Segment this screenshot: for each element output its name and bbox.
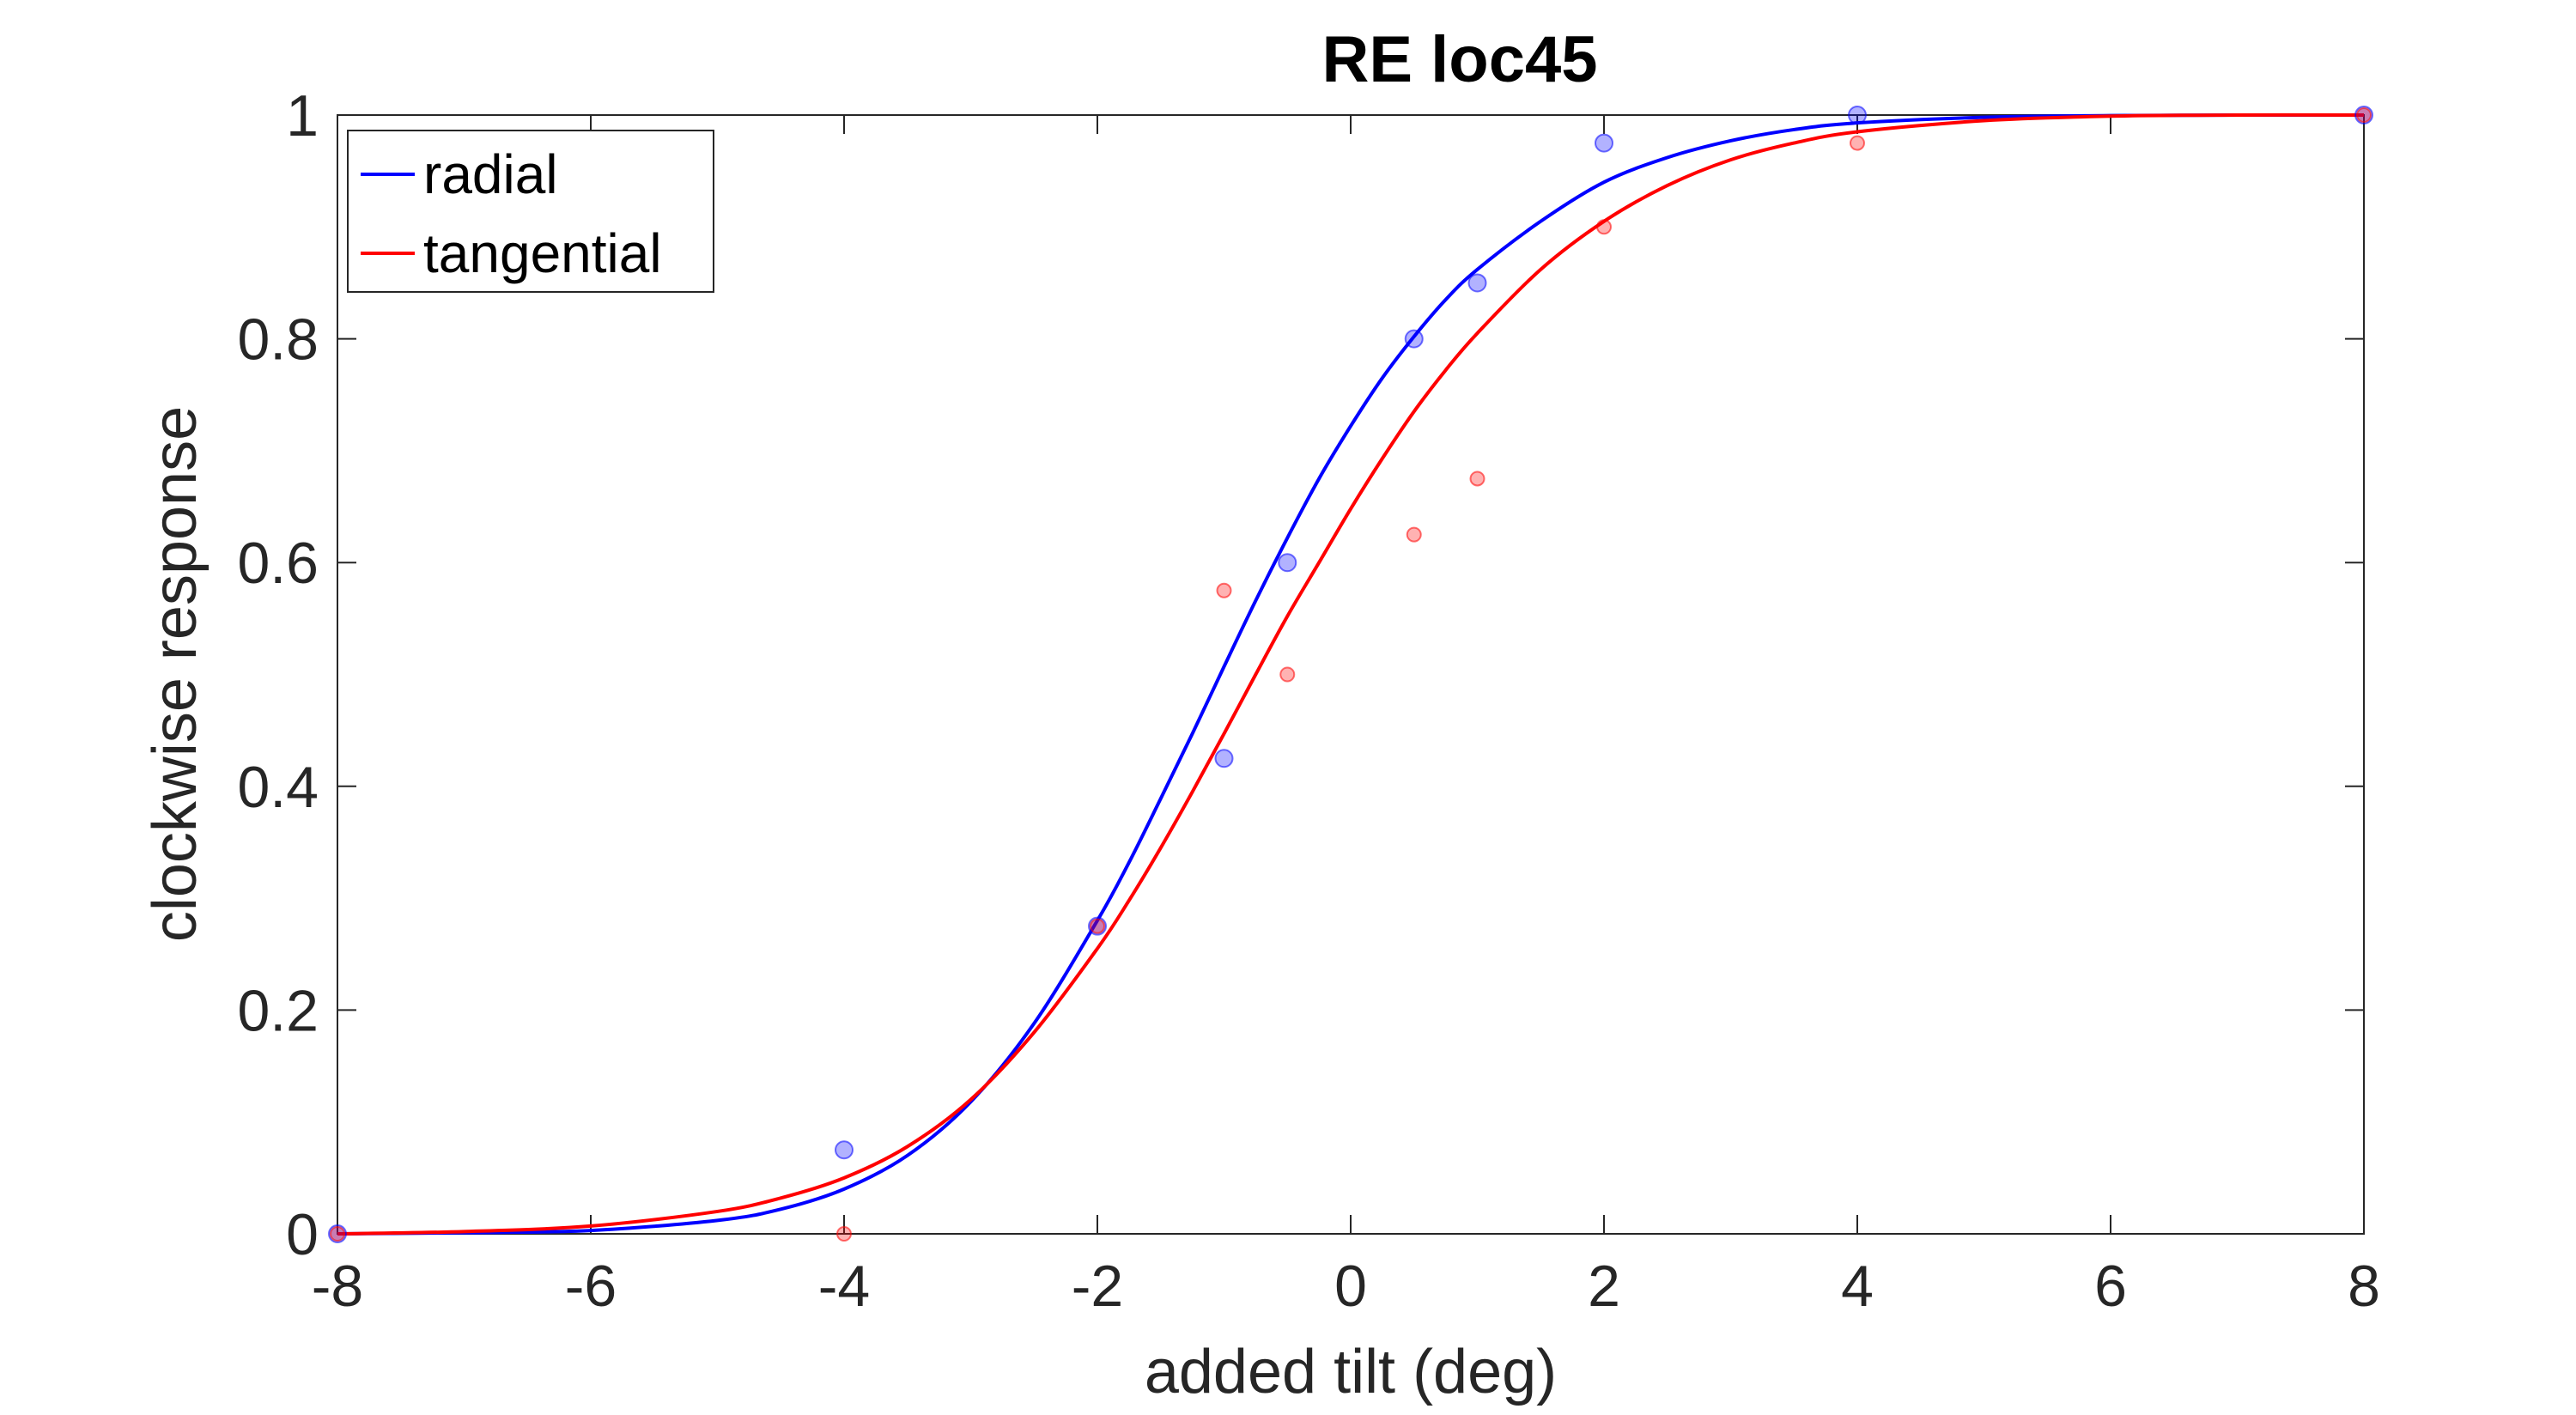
- data-point-tangential: [1850, 135, 1865, 151]
- x-tick-label: 0: [1334, 1254, 1367, 1319]
- y-tick-label: 0: [286, 1202, 319, 1267]
- x-tick-label: -8: [312, 1254, 363, 1319]
- data-point-radial: [1404, 329, 1424, 349]
- chart-title: RE loc45: [1321, 23, 1597, 96]
- data-point-radial: [1848, 106, 1867, 124]
- data-point-radial: [835, 1140, 854, 1160]
- y-tick-label: 1: [286, 83, 319, 149]
- y-tick-label: 0.4: [237, 755, 319, 820]
- legend: radial tangential: [347, 130, 714, 293]
- x-tick-label: -4: [818, 1254, 870, 1319]
- data-point-tangential: [1279, 666, 1296, 683]
- y-tick-labels: 0 0.2 0.4 0.6 0.8 1: [237, 83, 319, 1267]
- x-tick-labels: -8 -6 -4 -2 0 2 4 6 8: [312, 1254, 2380, 1319]
- y-tick-label: 0.2: [237, 978, 319, 1043]
- y-axis-label: clockwise response: [141, 406, 210, 942]
- x-tick-label: 4: [1841, 1254, 1874, 1319]
- x-tick-label: 2: [1588, 1254, 1620, 1319]
- fit-curve-radial: [337, 112, 2365, 1236]
- x-tick-label: -6: [565, 1254, 617, 1319]
- data-point-tangential: [1596, 219, 1612, 235]
- legend-label-tangential: tangential: [423, 222, 662, 284]
- legend-box: [347, 130, 714, 293]
- x-axis-label: added tilt (deg): [1145, 1338, 1557, 1406]
- data-point-tangential: [1406, 526, 1422, 543]
- x-tick-label: 6: [2094, 1254, 2127, 1319]
- x-tick-label: 8: [2348, 1254, 2380, 1319]
- data-point-radial: [1278, 553, 1297, 573]
- x-tick-label: -2: [1072, 1254, 1123, 1319]
- data-point-tangential: [836, 1226, 852, 1242]
- data-point-tangential: [2356, 107, 2372, 123]
- data-point-radial: [1214, 749, 1234, 768]
- data-point-radial: [1467, 273, 1487, 293]
- data-point-tangential: [1090, 918, 1105, 934]
- y-tick-label: 0.8: [237, 307, 319, 373]
- data-point-tangential: [1216, 582, 1232, 598]
- fit-curves: [337, 112, 2365, 1236]
- data-points: [328, 106, 2373, 1243]
- fit-curve-tangential: [337, 112, 2365, 1236]
- y-tick-label: 0.6: [237, 531, 319, 596]
- data-point-radial: [1595, 133, 1613, 153]
- data-point-tangential: [330, 1226, 345, 1242]
- data-point-tangential: [1469, 471, 1485, 487]
- plot-area: [337, 114, 2365, 1235]
- legend-label-radial: radial: [423, 143, 558, 205]
